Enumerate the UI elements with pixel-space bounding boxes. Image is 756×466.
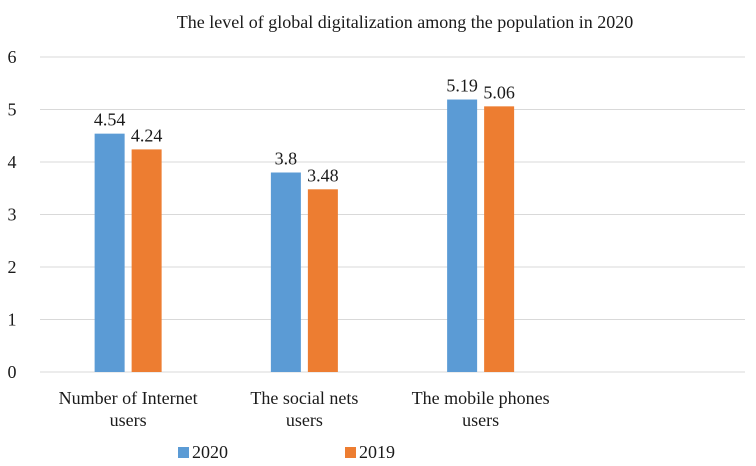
data-label: 4.54: [94, 110, 126, 130]
chart-title: The level of global digitalization among…: [177, 12, 633, 32]
data-label: 5.19: [446, 76, 478, 96]
data-label: 5.06: [483, 82, 515, 102]
legend-swatch: [345, 447, 356, 458]
y-tick-label: 1: [8, 310, 17, 330]
data-label: 4.24: [131, 125, 163, 145]
legend-label: 2020: [192, 442, 228, 462]
category-label: The mobile phones: [412, 388, 550, 408]
bar-2020: [94, 133, 125, 372]
bars: [94, 99, 515, 373]
legend-swatch: [178, 447, 189, 458]
data-labels: 4.544.24 3.8 3.48 5.19 5.06: [94, 76, 515, 186]
y-tick-label: 5: [8, 100, 17, 120]
y-tick-label: 6: [8, 47, 17, 67]
bar-2019: [131, 149, 162, 372]
bar-2020: [270, 172, 301, 372]
bar-2019: [484, 106, 515, 372]
data-label: 3.8: [275, 149, 298, 169]
data-label: 3.48: [307, 165, 339, 185]
y-tick-label: 0: [8, 362, 17, 382]
category-label: Number of Internet: [59, 388, 198, 408]
legend-label: 2019: [359, 442, 395, 462]
y-axis-ticks: 0 1 2 3 4 5 6: [8, 47, 17, 382]
category-label: users: [286, 410, 323, 430]
y-tick-label: 3: [8, 205, 17, 225]
bar-2020: [447, 99, 478, 373]
category-label: The social nets: [250, 388, 358, 408]
legend: 2020 2019: [178, 442, 395, 462]
bar-2019: [307, 189, 338, 372]
category-label: users: [462, 410, 499, 430]
y-tick-label: 4: [8, 152, 17, 172]
y-tick-label: 2: [8, 257, 17, 277]
category-label: users: [110, 410, 147, 430]
